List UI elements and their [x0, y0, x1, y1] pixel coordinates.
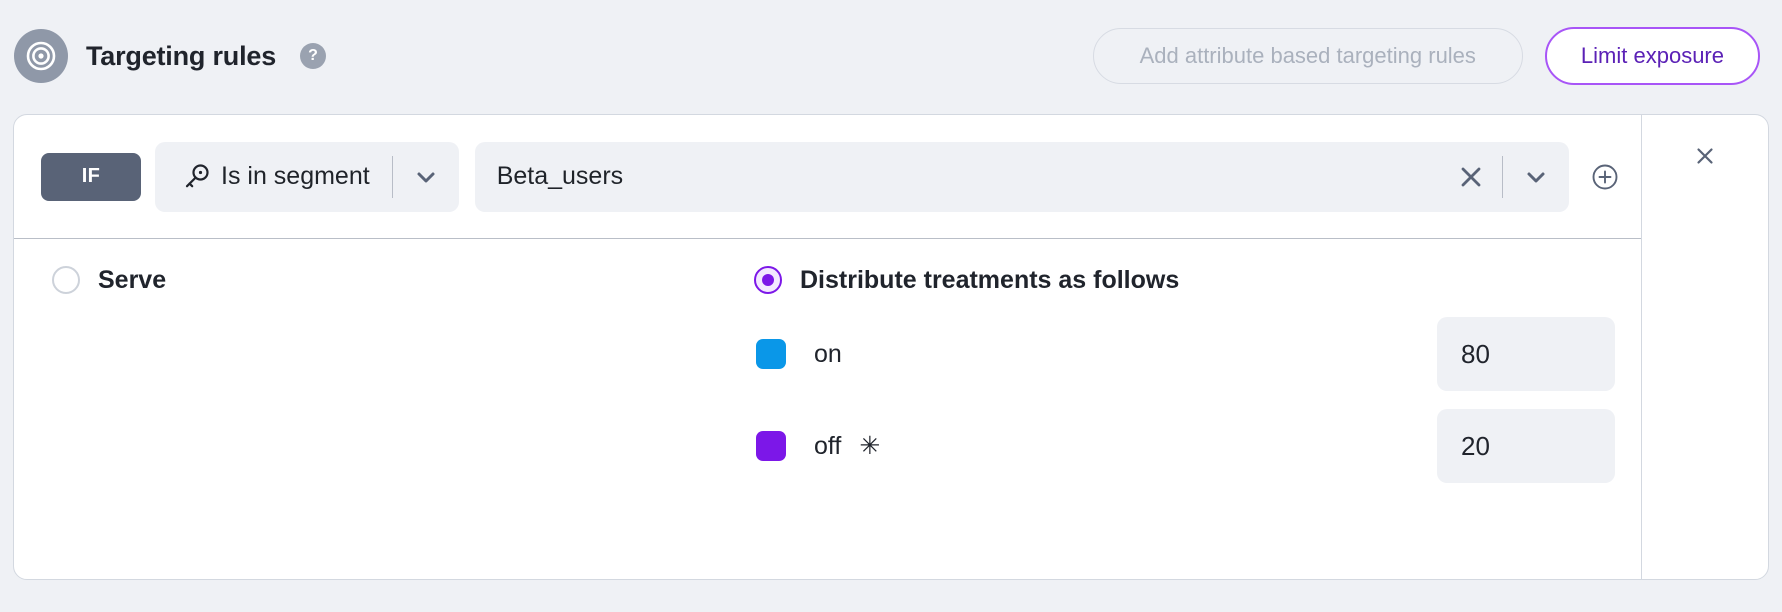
operator-divider — [391, 155, 393, 198]
remove-rule-icon[interactable] — [1691, 142, 1719, 170]
distribute-label: Distribute treatments as follows — [800, 265, 1180, 294]
segment-chevron-down-icon[interactable] — [1503, 142, 1569, 212]
limit-exposure-button[interactable]: Limit exposure — [1544, 27, 1760, 85]
key-icon — [181, 162, 211, 192]
segment-value: Beta_users — [496, 162, 624, 190]
serve-area: Serve Distribute treatments as follows o… — [14, 239, 1641, 483]
serve-radio[interactable] — [52, 266, 80, 294]
treatment-percent-input[interactable]: 20 — [1437, 409, 1615, 483]
chevron-down-icon[interactable] — [393, 142, 459, 212]
condition-row: IF Is in segment — [14, 115, 1641, 239]
targeting-rule-card: IF Is in segment — [13, 114, 1769, 580]
if-chip[interactable]: IF — [41, 152, 141, 201]
header-actions: Add attribute based targeting rules Limi… — [1092, 27, 1760, 85]
treatment-percent-input[interactable]: 80 — [1437, 317, 1615, 391]
add-attribute-targeting-rules-button[interactable]: Add attribute based targeting rules — [1092, 28, 1523, 84]
serve-label: Serve — [98, 265, 167, 294]
operator-select[interactable]: Is in segment — [155, 141, 459, 212]
distribute-radio-row[interactable]: Distribute treatments as follows — [754, 261, 1615, 299]
serve-column: Serve — [14, 261, 754, 483]
distribute-radio[interactable] — [754, 266, 782, 294]
serve-radio-row[interactable]: Serve — [52, 261, 754, 299]
rule-aside — [1641, 115, 1768, 579]
target-icon — [14, 29, 68, 83]
header-left-group: Targeting rules ? — [14, 29, 327, 83]
segment-value-select[interactable]: Beta_users — [474, 141, 1569, 212]
treatment-name: off — [814, 431, 842, 460]
operator-label: Is in segment — [221, 162, 370, 190]
page-title: Targeting rules — [86, 40, 277, 71]
treatment-row: off ✳ 20 — [754, 409, 1615, 483]
help-icon[interactable]: ? — [300, 43, 327, 69]
treatment-name: on — [814, 339, 842, 368]
plus-circle-icon[interactable] — [1569, 142, 1641, 212]
distribute-column: Distribute treatments as follows on 80 o… — [754, 261, 1641, 483]
value-divider — [1502, 155, 1503, 198]
treatment-color-swatch — [756, 339, 786, 369]
default-treatment-icon: ✳ — [859, 431, 881, 460]
treatment-row: on 80 — [754, 317, 1615, 391]
clear-segment-icon[interactable] — [1440, 142, 1502, 212]
treatment-color-swatch — [756, 431, 786, 461]
rule-content: IF Is in segment — [14, 115, 1641, 579]
targeting-rules-header: Targeting rules ? Add attribute based ta… — [0, 0, 1782, 112]
